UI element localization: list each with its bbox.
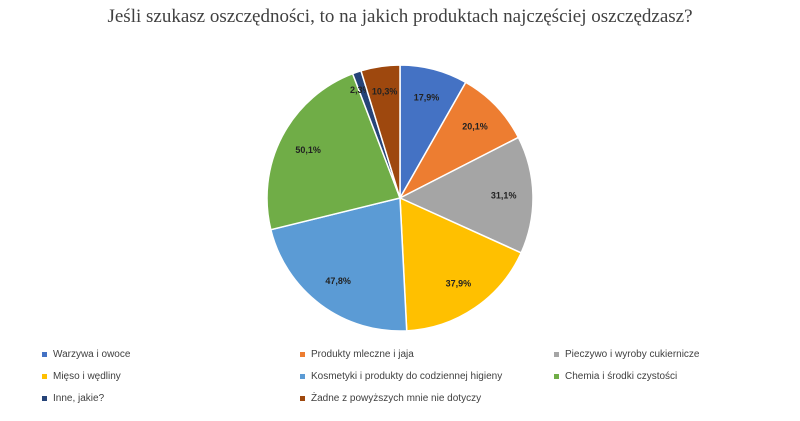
legend-label: Produkty mleczne i jaja bbox=[311, 349, 414, 360]
pie-slice bbox=[398, 136, 534, 254]
legend-item: Pieczywo i wyroby cukiernicze bbox=[554, 348, 782, 361]
legend-swatch bbox=[42, 396, 47, 401]
data-label: 47,8% bbox=[325, 276, 351, 286]
data-label: 20,1% bbox=[462, 121, 488, 131]
data-label: 31,1% bbox=[491, 191, 517, 201]
legend-label: Żadne z powyższych mnie nie dotyczy bbox=[311, 393, 482, 404]
pie-slice bbox=[398, 81, 520, 200]
legend-label: Mięso i wędliny bbox=[53, 371, 121, 382]
legend-item: Żadne z powyższych mnie nie dotyczy bbox=[300, 392, 554, 405]
legend-item: Kosmetyki i produkty do codziennej higie… bbox=[300, 370, 554, 383]
legend-swatch bbox=[42, 374, 47, 379]
legend-swatch bbox=[554, 374, 559, 379]
legend-label: Kosmetyki i produkty do codziennej higie… bbox=[311, 371, 503, 382]
pie-slice bbox=[269, 197, 408, 332]
legend-item: Chemia i środki czystości bbox=[554, 370, 782, 383]
legend-item: Inne, jakie? bbox=[42, 392, 300, 405]
pie-slice bbox=[360, 64, 401, 199]
legend-label: Chemia i środki czystości bbox=[565, 371, 678, 382]
legend-swatch bbox=[300, 396, 305, 401]
legend-item: Produkty mleczne i jaja bbox=[300, 348, 554, 361]
data-label: 2,3% bbox=[350, 85, 371, 95]
chart-title: Jeśli szukasz oszczędności, to na jakich… bbox=[107, 6, 693, 27]
legend-swatch bbox=[42, 352, 47, 357]
legend-label: Warzywa i owoce bbox=[53, 349, 131, 360]
data-label: 50,1% bbox=[295, 145, 321, 155]
legend-swatch bbox=[300, 374, 305, 379]
data-label: 10,3% bbox=[372, 86, 398, 96]
data-label: 37,9% bbox=[446, 279, 472, 289]
legend-label: Inne, jakie? bbox=[53, 393, 105, 404]
legend-label: Pieczywo i wyroby cukiernicze bbox=[565, 349, 700, 360]
legend: Warzywa i owoce Produkty mleczne i jaja Pi… bbox=[42, 348, 782, 405]
legend-swatch bbox=[554, 352, 559, 357]
legend-swatch bbox=[300, 352, 305, 357]
legend-item: Warzywa i owoce bbox=[42, 348, 300, 361]
legend-item: Mięso i wędliny bbox=[42, 370, 300, 383]
data-label: 17,9% bbox=[414, 93, 440, 103]
pie-slice bbox=[399, 196, 523, 332]
